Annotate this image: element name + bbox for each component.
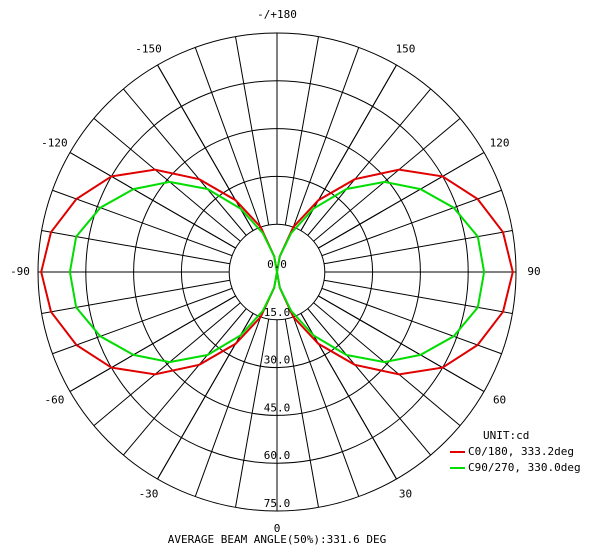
angle-tick-label: 120 (490, 137, 510, 150)
angle-tick-label: 150 (396, 42, 416, 55)
legend-label: C90/270, 330.0deg (468, 461, 581, 474)
angle-grid-line (300, 64, 397, 231)
angle-tick-label: 90 (527, 265, 540, 278)
angle-tick-label: -60 (44, 394, 64, 407)
angle-grid-line (318, 152, 485, 249)
r-tick-label: 30.0 (264, 354, 291, 367)
angle-grid-line (300, 313, 397, 480)
r-tick-label: 45.0 (264, 401, 291, 414)
angle-tick-label: -150 (135, 42, 162, 55)
angle-grid-line (69, 295, 236, 392)
angle-tick-label: 60 (493, 394, 506, 407)
legend-label: C0/180, 333.2deg (468, 445, 574, 458)
footer: AVERAGE BEAM ANGLE(50%):331.6 DEG (168, 533, 387, 546)
r-tick-label: 60.0 (264, 449, 291, 462)
angle-grid-line (157, 313, 254, 480)
angle-tick-label: 0 (274, 522, 281, 535)
angle-grid-line (69, 152, 236, 249)
angle-tick-label: -120 (41, 137, 68, 150)
angle-grid-line (157, 64, 254, 231)
angle-grid-line (318, 295, 485, 392)
unit-label: UNIT:cd (483, 429, 529, 442)
angle-tick-label: 30 (399, 488, 412, 501)
angle-tick-label: -30 (139, 488, 159, 501)
series-line (68, 180, 486, 364)
r-tick-label: 15.0 (264, 306, 291, 319)
r-tick-label: 75.0 (264, 497, 291, 510)
r-tick-label: 0.0 (267, 258, 287, 271)
angle-tick-label: -/+180 (257, 8, 297, 21)
angle-tick-label: -90 (10, 265, 30, 278)
